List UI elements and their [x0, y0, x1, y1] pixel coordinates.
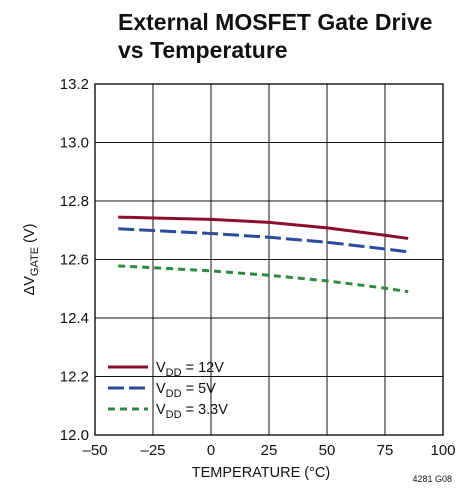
x-tick-label: 0 [207, 442, 215, 459]
legend-label-0: VDD = 12V [156, 360, 224, 379]
x-tick-label: 100 [430, 442, 455, 459]
x-tick-label: 75 [377, 442, 394, 459]
grid [95, 84, 443, 435]
y-tick-label: 12.6 [60, 252, 89, 269]
legend: VDD = 12V VDD = 5V VDD = 3.3V [108, 360, 228, 421]
y-tick-label: 13.2 [60, 76, 89, 93]
series-line-1 [118, 227, 409, 254]
y-tick-label: 12.2 [60, 369, 89, 386]
legend-label-1: VDD = 5V [156, 381, 216, 400]
x-tick-label: –25 [140, 442, 165, 459]
y-axis-label-main: ΔV [22, 276, 38, 296]
y-axis-label-unit: (V) [22, 224, 38, 247]
x-tick-label: –50 [82, 442, 107, 459]
figure-id: 4281 G08 [412, 474, 452, 484]
y-tick-label: 12.0 [60, 427, 89, 444]
y-tick-label: 12.4 [60, 310, 89, 327]
x-tick-label: 25 [261, 442, 278, 459]
series-lines [118, 215, 409, 294]
x-tick-labels: –50 –25 0 25 50 75 100 [82, 442, 455, 459]
x-axis-label: TEMPERATURE (°C) [192, 465, 330, 481]
series-line-0 [118, 215, 409, 240]
series-line-2 [118, 264, 409, 294]
chart-title-line: vs Temperature [118, 37, 288, 63]
y-tick-label: 13.0 [60, 135, 89, 152]
y-tick-labels: 12.0 12.2 12.4 12.6 12.8 13.0 13.2 [60, 76, 89, 444]
plot-frame [94, 83, 444, 436]
chart-title-line: External MOSFET Gate Drive [118, 9, 432, 35]
x-tick-label: 50 [319, 442, 336, 459]
y-axis-label-sub: GATE [29, 247, 41, 276]
legend-label-2: VDD = 3.3V [156, 402, 228, 421]
y-tick-label: 12.8 [60, 193, 89, 210]
y-axis-label: ΔVGATE (V) [22, 224, 41, 296]
